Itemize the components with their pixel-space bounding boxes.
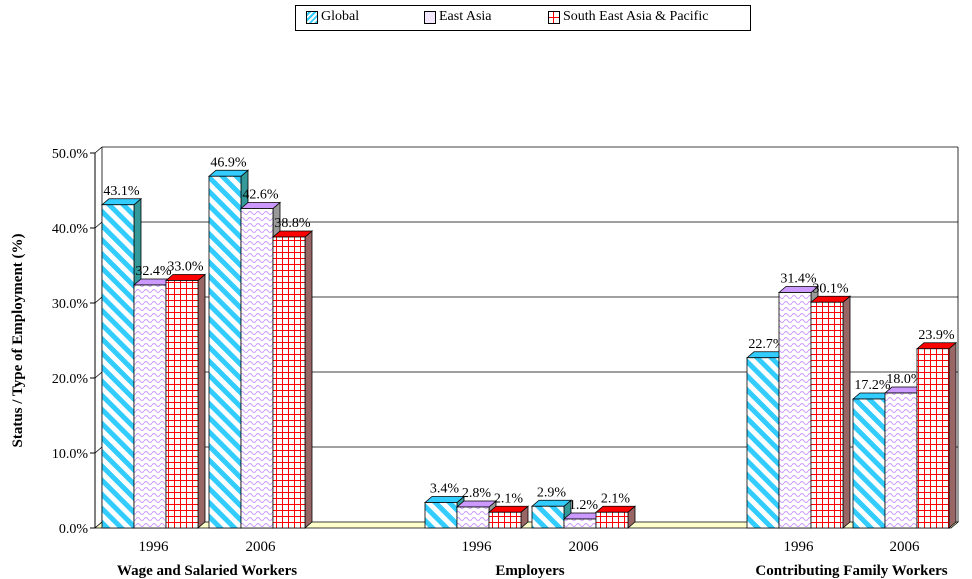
y-tick-label: 30.0% — [52, 297, 89, 312]
data-label: 22.7% — [748, 337, 785, 352]
data-label: 2.1% — [494, 491, 524, 506]
data-label: 42.6% — [242, 188, 279, 203]
x-tick-label: 1996 — [784, 539, 815, 555]
legend-swatch-sea-pacific — [548, 10, 560, 24]
x-tick-label: 1996 — [139, 539, 170, 555]
bar — [101, 204, 135, 529]
bar-top — [207, 169, 250, 177]
bar — [595, 511, 629, 529]
data-label: 43.1% — [103, 184, 140, 199]
bar — [810, 301, 844, 529]
gridline-diagonal — [94, 146, 103, 154]
data-label: 18.0% — [886, 372, 923, 387]
gridline-diagonal — [94, 296, 103, 304]
x-group-label: Contributing Family Workers — [755, 563, 947, 579]
bar — [488, 511, 522, 529]
legend-label-global: Global — [321, 9, 360, 24]
y-tick-label: 40.0% — [52, 222, 89, 237]
y-tick-label: 50.0% — [52, 147, 89, 162]
bar — [531, 505, 565, 529]
bar — [778, 292, 812, 529]
legend-item-global: Global — [306, 9, 359, 25]
bar — [240, 208, 274, 529]
legend: Global East Asia South East Asia & Pacif… — [295, 5, 751, 31]
bar — [424, 502, 458, 529]
bar-side — [304, 230, 313, 529]
data-label: 2.8% — [462, 486, 492, 501]
data-label: 33.0% — [167, 260, 204, 275]
bar-top — [487, 505, 530, 513]
bar-side — [842, 295, 851, 529]
legend-item-sea-pacific: South East Asia & Pacific — [548, 9, 708, 25]
data-label: 32.4% — [135, 264, 172, 279]
data-label: 2.1% — [601, 491, 631, 506]
bar-top — [100, 198, 143, 206]
legend-item-east-asia: East Asia — [424, 9, 492, 25]
legend-label-east-asia: East Asia — [439, 9, 492, 24]
bar-side — [197, 273, 206, 529]
x-tick-label: 2006 — [890, 539, 921, 555]
bar — [133, 284, 167, 529]
y-tick-label: 10.0% — [52, 447, 89, 462]
data-label: 31.4% — [780, 272, 817, 287]
bar-top — [915, 342, 958, 350]
bar — [884, 392, 918, 529]
data-label: 3.4% — [430, 482, 460, 497]
y-tick-label: 20.0% — [52, 372, 89, 387]
x-tick-label: 2006 — [569, 539, 600, 555]
bar — [916, 348, 950, 529]
data-label: 46.9% — [210, 155, 247, 170]
bar-top — [164, 274, 207, 281]
gridline-diagonal — [94, 446, 103, 454]
data-label: 30.1% — [812, 281, 849, 296]
y-tick-label: 0.0% — [59, 522, 89, 537]
bar — [852, 398, 886, 529]
data-label: 17.2% — [854, 378, 891, 393]
x-tick-label: 2006 — [246, 539, 277, 555]
gridline-diagonal — [94, 371, 103, 379]
data-label: 23.9% — [918, 328, 955, 343]
y-axis-label: Status / Type of Employment (%) — [10, 233, 26, 447]
bar-top — [455, 500, 498, 508]
bar — [456, 506, 490, 529]
x-tick-label: 1996 — [462, 539, 493, 555]
gridline-diagonal — [94, 221, 103, 229]
bar-top — [809, 295, 852, 303]
x-group-label: Employers — [495, 563, 564, 579]
bar — [208, 175, 242, 529]
x-group-label: Wage and Salaried Workers — [117, 563, 297, 579]
bar-top — [423, 496, 466, 503]
bar — [272, 236, 306, 529]
bar — [563, 518, 597, 529]
bar-top — [271, 230, 314, 238]
legend-label-sea-pacific: South East Asia & Pacific — [563, 9, 709, 24]
data-label: 38.8% — [274, 216, 311, 231]
legend-swatch-east-asia — [424, 10, 436, 24]
data-label: 1.2% — [569, 498, 599, 513]
bar-top — [239, 202, 282, 209]
bar — [746, 357, 780, 529]
legend-swatch-global — [306, 10, 318, 24]
data-label: 2.9% — [537, 485, 567, 500]
bar-top — [530, 499, 573, 507]
bar-side — [948, 341, 957, 529]
bar — [165, 280, 199, 529]
bar-top — [594, 505, 637, 513]
